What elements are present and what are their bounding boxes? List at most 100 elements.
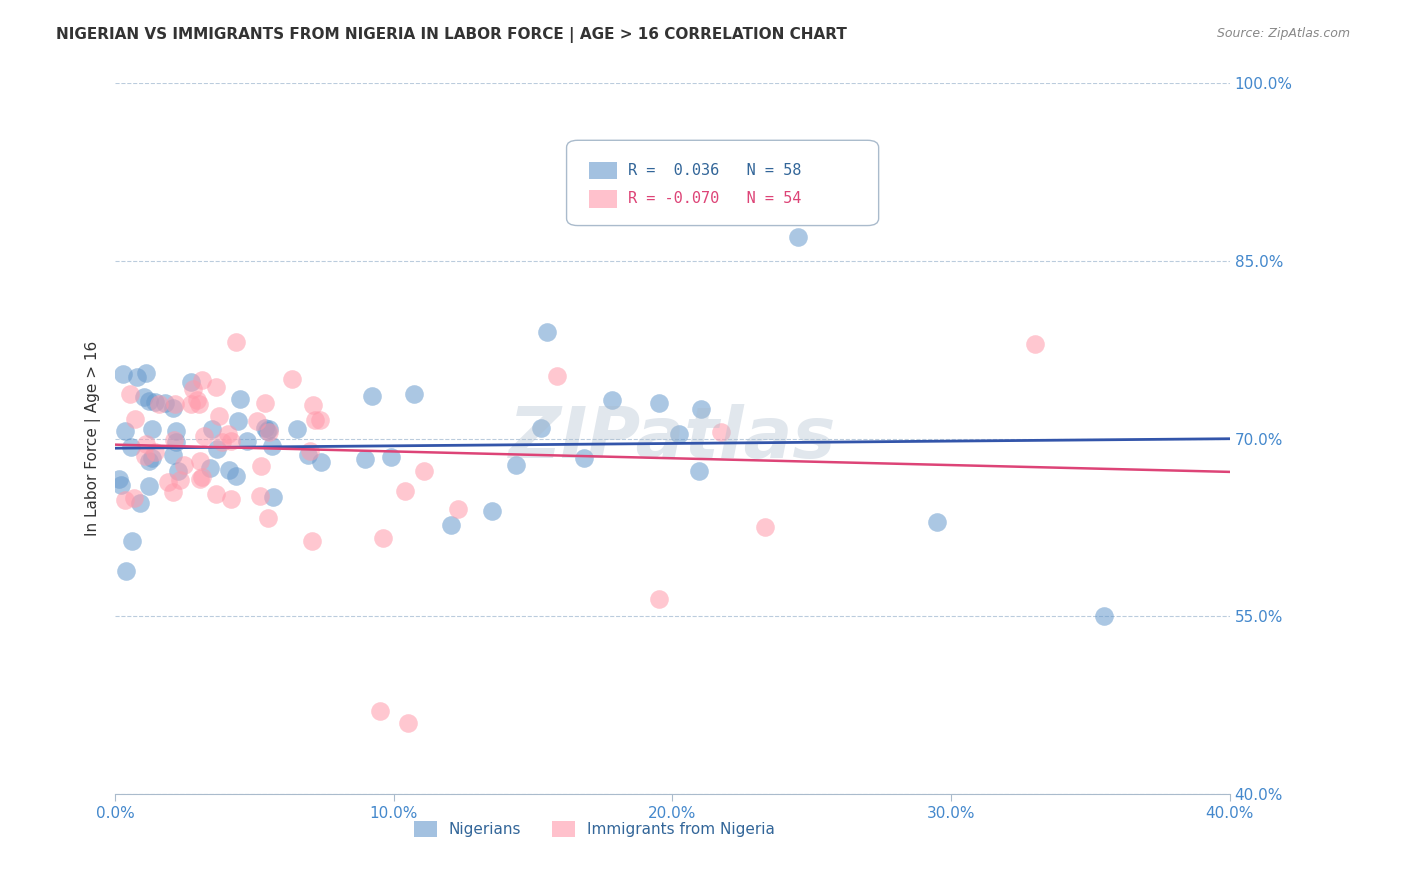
- Nigerians: [688, 464, 710, 478]
- Immigrants from Nigeria: [309, 412, 332, 426]
- Nigerians: [262, 490, 284, 504]
- Immigrants from Nigeria: [1024, 337, 1046, 351]
- Nigerians: [143, 395, 166, 409]
- Immigrants from Nigeria: [301, 533, 323, 548]
- Nigerians: [112, 368, 135, 382]
- Nigerians: [440, 518, 463, 533]
- Immigrants from Nigeria: [169, 473, 191, 487]
- Immigrants from Nigeria: [546, 368, 568, 383]
- Immigrants from Nigeria: [254, 396, 277, 410]
- FancyBboxPatch shape: [567, 140, 879, 226]
- Nigerians: [138, 393, 160, 408]
- Nigerians: [180, 375, 202, 389]
- Immigrants from Nigeria: [249, 459, 271, 474]
- Immigrants from Nigeria: [181, 383, 204, 397]
- Immigrants from Nigeria: [396, 715, 419, 730]
- Nigerians: [361, 389, 384, 403]
- Immigrants from Nigeria: [217, 426, 239, 441]
- Nigerians: [141, 450, 163, 465]
- Text: R =  0.036   N = 58: R = 0.036 N = 58: [628, 162, 801, 178]
- Nigerians: [536, 325, 558, 339]
- Nigerians: [165, 434, 187, 449]
- Immigrants from Nigeria: [186, 392, 208, 407]
- Immigrants from Nigeria: [122, 491, 145, 506]
- Nigerians: [107, 472, 129, 486]
- Nigerians: [256, 424, 278, 438]
- Immigrants from Nigeria: [221, 434, 243, 449]
- Nigerians: [257, 422, 280, 436]
- Immigrants from Nigeria: [114, 493, 136, 508]
- Immigrants from Nigeria: [188, 454, 211, 468]
- Bar: [589, 190, 617, 208]
- Nigerians: [115, 564, 138, 578]
- Immigrants from Nigeria: [180, 397, 202, 411]
- Bar: [589, 161, 617, 179]
- Immigrants from Nigeria: [304, 413, 326, 427]
- Nigerians: [162, 401, 184, 415]
- Immigrants from Nigeria: [135, 437, 157, 451]
- Nigerians: [927, 515, 949, 529]
- Immigrants from Nigeria: [173, 458, 195, 472]
- Immigrants from Nigeria: [191, 470, 214, 484]
- Nigerians: [120, 440, 142, 454]
- Immigrants from Nigeria: [281, 372, 304, 386]
- Nigerians: [690, 402, 713, 417]
- Immigrants from Nigeria: [162, 485, 184, 500]
- Text: R = -0.070   N = 54: R = -0.070 N = 54: [628, 191, 801, 206]
- Text: NIGERIAN VS IMMIGRANTS FROM NIGERIA IN LABOR FORCE | AGE > 16 CORRELATION CHART: NIGERIAN VS IMMIGRANTS FROM NIGERIA IN L…: [56, 27, 846, 43]
- Nigerians: [481, 503, 503, 517]
- Immigrants from Nigeria: [249, 489, 271, 503]
- Immigrants from Nigeria: [710, 425, 733, 439]
- Legend: Nigerians, Immigrants from Nigeria: Nigerians, Immigrants from Nigeria: [408, 815, 782, 843]
- Immigrants from Nigeria: [157, 475, 180, 489]
- Text: ZIPatlas: ZIPatlas: [509, 404, 837, 474]
- Nigerians: [218, 463, 240, 477]
- Immigrants from Nigeria: [143, 445, 166, 459]
- Nigerians: [198, 461, 221, 475]
- Immigrants from Nigeria: [148, 397, 170, 411]
- Nigerians: [132, 390, 155, 404]
- Immigrants from Nigeria: [163, 397, 186, 411]
- Nigerians: [141, 422, 163, 436]
- Immigrants from Nigeria: [368, 704, 391, 718]
- Nigerians: [285, 422, 308, 436]
- Immigrants from Nigeria: [205, 487, 228, 501]
- Nigerians: [205, 442, 228, 456]
- Y-axis label: In Labor Force | Age > 16: In Labor Force | Age > 16: [86, 341, 101, 536]
- Immigrants from Nigeria: [188, 472, 211, 486]
- Immigrants from Nigeria: [447, 501, 470, 516]
- Nigerians: [260, 439, 283, 453]
- Nigerians: [1092, 609, 1115, 624]
- Immigrants from Nigeria: [193, 428, 215, 442]
- Immigrants from Nigeria: [301, 398, 323, 412]
- Nigerians: [353, 451, 375, 466]
- Nigerians: [530, 421, 553, 435]
- Nigerians: [125, 369, 148, 384]
- Nigerians: [166, 464, 188, 478]
- Immigrants from Nigeria: [211, 435, 233, 450]
- Nigerians: [380, 450, 402, 464]
- Immigrants from Nigeria: [754, 520, 776, 534]
- Nigerians: [138, 454, 160, 468]
- Nigerians: [135, 366, 157, 380]
- Nigerians: [165, 424, 187, 438]
- Nigerians: [129, 496, 152, 510]
- Nigerians: [226, 414, 249, 428]
- Immigrants from Nigeria: [246, 414, 269, 428]
- Nigerians: [228, 392, 250, 406]
- Immigrants from Nigeria: [298, 444, 321, 458]
- Immigrants from Nigeria: [118, 386, 141, 401]
- Nigerians: [668, 427, 690, 442]
- Nigerians: [254, 420, 277, 434]
- Nigerians: [236, 434, 259, 448]
- Immigrants from Nigeria: [134, 449, 156, 463]
- Immigrants from Nigeria: [412, 464, 434, 478]
- Nigerians: [602, 393, 624, 408]
- Nigerians: [114, 424, 136, 438]
- Nigerians: [505, 458, 527, 472]
- Immigrants from Nigeria: [124, 412, 146, 426]
- Nigerians: [647, 396, 669, 410]
- Immigrants from Nigeria: [190, 373, 212, 387]
- Nigerians: [225, 468, 247, 483]
- Immigrants from Nigeria: [163, 433, 186, 447]
